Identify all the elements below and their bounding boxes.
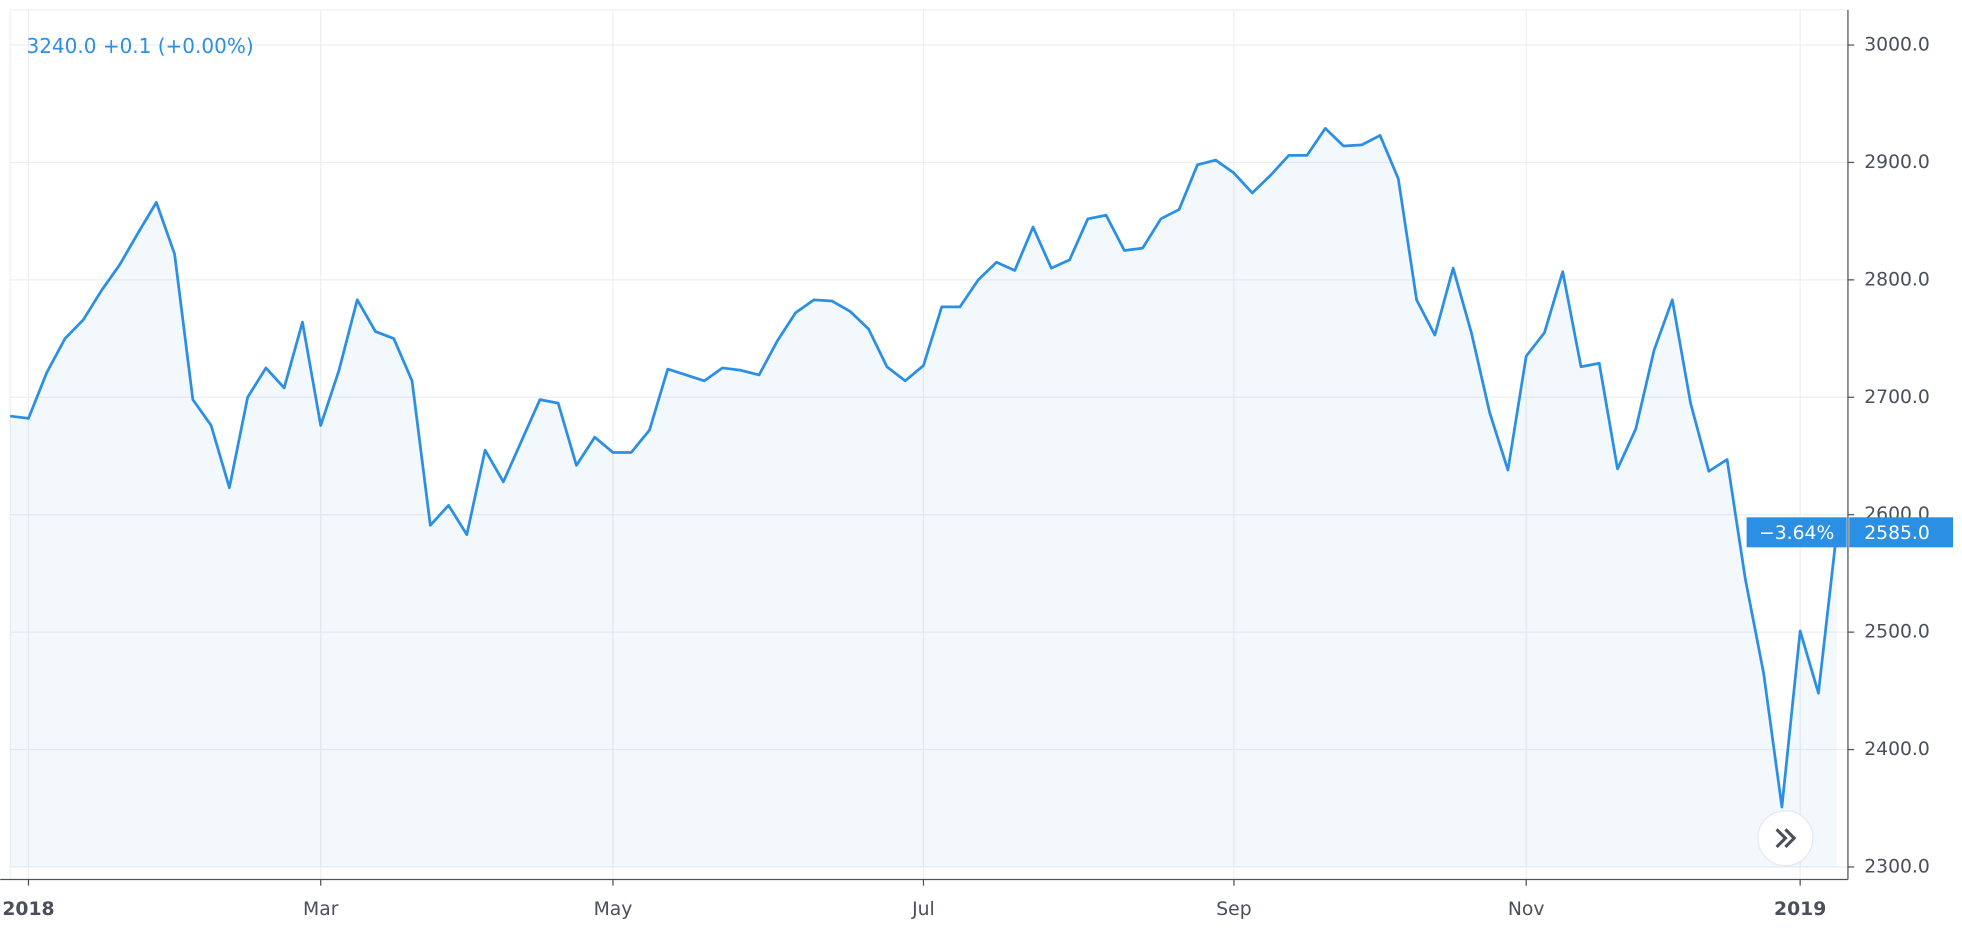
- x-tick-label: Nov: [1508, 899, 1545, 920]
- x-tick-label: 2019: [1774, 899, 1826, 920]
- x-tick-label: Mar: [303, 899, 339, 920]
- plot: [10, 127, 1839, 867]
- scroll-button[interactable]: [1757, 810, 1814, 867]
- y-tick-label: 2800.0: [1864, 269, 1930, 290]
- legend-text: 3240.0 +0.1 (+0.00%): [26, 34, 253, 58]
- labels: 2300.02400.02500.02600.02700.02800.02900…: [2, 35, 1954, 920]
- x-tick-label: 2018: [2, 899, 54, 920]
- y-tick-label: 2900.0: [1864, 152, 1930, 173]
- change-tag: [1746, 517, 1847, 548]
- grid: [10, 10, 1848, 880]
- scroll-icon: [1775, 828, 1797, 849]
- y-tick-label: 2700.0: [1864, 387, 1930, 408]
- x-tick-label: Jul: [911, 899, 935, 920]
- y-tick-label: 2500.0: [1864, 622, 1930, 643]
- x-tick-label: Sep: [1216, 899, 1251, 920]
- line: [10, 127, 1839, 809]
- area-fill: [10, 128, 1837, 867]
- change-label: −3.64%: [1759, 523, 1834, 544]
- y-tick-label: 3000.0: [1864, 35, 1930, 56]
- y-tick-label: 2300.0: [1864, 856, 1930, 877]
- y-tick-label: 2400.0: [1864, 739, 1930, 760]
- x-tick-label: May: [594, 899, 633, 920]
- price-label: 2585.0: [1864, 523, 1930, 544]
- price-tag: [1849, 517, 1954, 548]
